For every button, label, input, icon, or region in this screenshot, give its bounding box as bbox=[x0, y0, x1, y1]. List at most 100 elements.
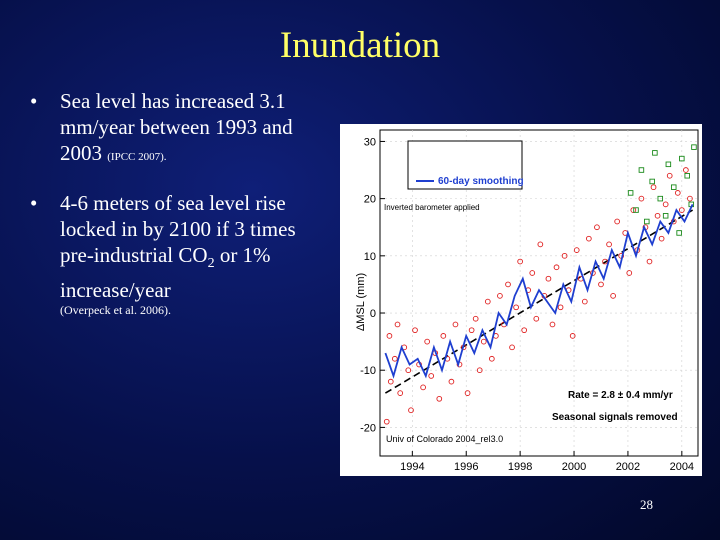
y-tick-label: 30 bbox=[364, 136, 376, 148]
bullet-locked-in-rise: • 4-6 meters of sea level rise locked in… bbox=[30, 190, 330, 317]
tide-gauge-point bbox=[649, 178, 655, 185]
tide-gauge-point bbox=[684, 173, 690, 179]
altimetry-point bbox=[383, 418, 390, 425]
bullet-sea-level-rate: • Sea level has increased 3.1 mm/year be… bbox=[30, 88, 330, 170]
altimetry-point bbox=[594, 224, 600, 231]
y-tick-label: -10 bbox=[360, 365, 376, 377]
altimetry-point bbox=[497, 293, 503, 299]
trend-line bbox=[384, 209, 694, 394]
altimetry-point bbox=[646, 258, 653, 265]
x-tick-label: 1996 bbox=[454, 461, 478, 473]
altimetry-point bbox=[626, 270, 633, 276]
altimetry-point bbox=[545, 275, 552, 282]
altimetry-point bbox=[397, 390, 404, 396]
gridlines bbox=[380, 130, 698, 456]
sea-level-chart: -20 -10 0 10 20 30 1994 1996 1998 2000 2002 2004 ΔM… bbox=[340, 124, 702, 476]
legend-label: 60-day smoothing bbox=[438, 176, 524, 187]
tide-gauge-point bbox=[652, 150, 658, 156]
altimetry-point bbox=[394, 321, 401, 328]
x-tick-label: 2002 bbox=[616, 461, 640, 473]
altimetry-point bbox=[505, 281, 511, 288]
altimetry-point bbox=[678, 207, 685, 213]
chart-svg: -20 -10 0 10 20 30 1994 1996 1998 2000 2002 2004 ΔM… bbox=[355, 129, 699, 473]
altimetry-point bbox=[674, 190, 681, 196]
tide-gauge-point bbox=[676, 230, 682, 236]
y-axis-label: ΔMSL (mm) bbox=[355, 273, 367, 331]
altimetry-point bbox=[658, 235, 665, 242]
tide-gauge-point bbox=[691, 144, 697, 150]
tide-gauge-point bbox=[665, 161, 672, 168]
altimetry-point bbox=[687, 195, 693, 202]
altimetry-point bbox=[513, 304, 519, 311]
co2-subscript: 2 bbox=[207, 256, 215, 271]
bullet-text-end: or 1% increase/year bbox=[60, 243, 271, 302]
altimetry-point bbox=[573, 247, 580, 253]
slide-title: Inundation bbox=[279, 25, 441, 66]
smoothing-line bbox=[384, 204, 694, 379]
bullet-list: • Sea level has increased 3.1 mm/year be… bbox=[30, 88, 330, 337]
x-tick-label: 2000 bbox=[562, 461, 586, 473]
tide-gauge-point bbox=[627, 190, 634, 196]
bullet-citation: (IPCC 2007). bbox=[107, 151, 167, 163]
altimetry-point bbox=[387, 378, 394, 385]
altimetry-point bbox=[386, 333, 393, 339]
altimetry-point bbox=[448, 378, 455, 385]
y-tick-label: 10 bbox=[364, 251, 376, 263]
bullet-text: Sea level has increased 3.1 mm/year betw… bbox=[60, 89, 293, 165]
altimetry-point bbox=[480, 338, 487, 345]
altimetry-point bbox=[662, 201, 669, 208]
plot-frame bbox=[379, 129, 699, 457]
altimetry-point bbox=[614, 218, 621, 225]
bullet-citation: (Overpeck et al. 2006). bbox=[60, 303, 171, 317]
altimetry-point bbox=[569, 333, 576, 339]
altimetry-point bbox=[561, 252, 568, 259]
rate-annotation: Rate = 2.8 ± 0.4 mm/yr bbox=[568, 390, 673, 401]
altimetry-point bbox=[533, 315, 540, 322]
altimetry-point bbox=[405, 367, 412, 374]
altimetry-point bbox=[638, 195, 645, 202]
altimetry-point bbox=[586, 235, 592, 242]
bullet-dot-icon: • bbox=[30, 89, 38, 113]
axes-labels: -20 -10 0 10 20 30 1994 1996 1998 2000 2002 2004 bbox=[360, 136, 694, 473]
altimetry-point bbox=[484, 298, 491, 305]
altimetry-point bbox=[424, 338, 431, 345]
altimetry-point bbox=[509, 344, 515, 351]
altimetry-point bbox=[581, 298, 588, 305]
altimetry-point bbox=[654, 212, 661, 219]
altimetry-point bbox=[553, 264, 560, 271]
altimetry-point bbox=[650, 184, 657, 191]
altimetry-point bbox=[602, 258, 608, 265]
y-tick-label: 20 bbox=[364, 194, 376, 206]
source-annotation: Univ of Colorado 2004_rel3.0 bbox=[386, 434, 503, 444]
altimetry-point bbox=[610, 293, 616, 299]
y-tick-label: 0 bbox=[370, 308, 376, 320]
bullet-text: 4-6 meters of sea level rise locked in b… bbox=[60, 191, 296, 267]
altimetry-point bbox=[521, 327, 528, 334]
tide-gauge-point bbox=[670, 184, 677, 190]
altimetry-point bbox=[529, 270, 536, 276]
tide-gauge-point bbox=[644, 218, 650, 225]
x-tick-label: 1998 bbox=[508, 461, 532, 473]
x-tick-label: 2004 bbox=[670, 461, 694, 473]
legend-note: Inverted barometer applied bbox=[384, 203, 480, 212]
altimetry-point bbox=[440, 333, 447, 339]
tide-gauge-point bbox=[662, 213, 669, 219]
altimetry-point bbox=[412, 327, 418, 334]
tide-gauge-point bbox=[679, 155, 685, 162]
page-number: 28 bbox=[640, 497, 653, 512]
seasonal-annotation: Seasonal signals removed bbox=[552, 412, 678, 423]
altimetry-point bbox=[472, 315, 479, 322]
tide-gauge-point bbox=[657, 195, 664, 202]
altimetry-point bbox=[468, 327, 475, 334]
altimetry-point bbox=[683, 167, 689, 173]
altimetry-point bbox=[488, 355, 495, 362]
altimetry-point bbox=[391, 355, 398, 362]
x-tick-label: 1994 bbox=[400, 461, 424, 473]
altimetry-point bbox=[606, 241, 612, 248]
altimetry-point bbox=[666, 172, 673, 179]
altimetry-point bbox=[408, 407, 414, 414]
altimetry-point bbox=[428, 373, 435, 379]
altimetry-point bbox=[549, 321, 556, 328]
altimetry-point bbox=[517, 258, 523, 265]
altimetry-point bbox=[537, 241, 544, 248]
